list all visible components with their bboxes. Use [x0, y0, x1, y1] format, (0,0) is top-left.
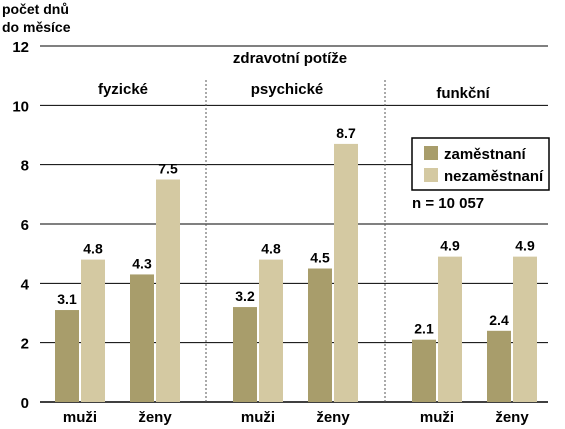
data-label: 3.1: [57, 291, 77, 307]
data-label: 4.9: [515, 238, 535, 254]
x-axis-categories: muži ženy muži ženy muži ženy: [63, 409, 529, 426]
data-label: 2.1: [414, 321, 434, 337]
data-label: 3.2: [235, 288, 255, 304]
data-label: 4.9: [440, 238, 460, 254]
data-label: 2.4: [489, 312, 509, 328]
bar-nezaměstnaní-6: [513, 256, 537, 402]
y-axis-ticks: 0 2 4 6 8 10 12: [12, 39, 29, 412]
grid-lines: [40, 45, 548, 403]
x-category-label: muži: [241, 409, 275, 426]
group-label-fyzicke: fyzické: [98, 81, 148, 98]
x-category-label: ženy: [138, 409, 172, 426]
legend: zaměstnaní nezaměstnaní: [411, 137, 550, 191]
bar-zaměstnaní-5: [412, 339, 436, 402]
group-label-funkcni: funkční: [436, 85, 490, 102]
bar-nezaměstnaní-2: [156, 179, 180, 402]
y-tick-label: 8: [21, 158, 29, 175]
data-label: 4.8: [83, 241, 103, 257]
sample-size-note: n = 10 057: [412, 195, 484, 212]
y-tick-label: 2: [21, 336, 29, 353]
group-dividers: [205, 80, 386, 402]
bar-zaměstnaní-4: [308, 268, 332, 402]
bar-nezaměstnaní-5: [438, 256, 462, 402]
group-label-psychicke: psychické: [251, 81, 324, 98]
data-label: 4.8: [261, 241, 281, 257]
x-category-label: muži: [63, 409, 97, 426]
bar-zaměstnaní-1: [55, 310, 79, 402]
legend-swatch-nezamestnani: [424, 168, 438, 182]
y-axis-label-line1: počet dnů: [2, 1, 69, 17]
bar-nezaměstnaní-4: [334, 143, 358, 402]
data-label: 4.5: [310, 250, 330, 266]
data-label: 8.7: [336, 125, 356, 141]
bar-nezaměstnaní-1: [81, 259, 105, 402]
bar-zaměstnaní-6: [487, 330, 511, 402]
data-label: 7.5: [158, 161, 178, 177]
x-category-label: ženy: [495, 409, 529, 426]
value-labels: 3.1 4.3 3.2 4.5 2.1 2.4 4.8 7.5 4.8 8.7 4.9 4.9: [57, 125, 535, 337]
y-tick-label: 0: [21, 395, 29, 412]
y-tick-label: 6: [21, 217, 29, 234]
legend-swatch-zamestnani: [424, 146, 438, 160]
y-axis-label-line2: do měsíce: [2, 19, 71, 35]
x-category-label: muži: [420, 409, 454, 426]
legend-label-zamestnani: zaměstnaní: [444, 146, 527, 163]
y-tick-label: 12: [12, 39, 29, 56]
data-label: 4.3: [132, 255, 152, 271]
section-title: zdravotní potíže: [233, 50, 347, 67]
bar-zaměstnaní-2: [130, 274, 154, 402]
x-category-label: ženy: [316, 409, 350, 426]
bars: [55, 143, 537, 402]
legend-label-nezamestnani: nezaměstnaní: [444, 168, 544, 185]
bar-zaměstnaní-3: [233, 307, 257, 402]
bar-nezaměstnaní-3: [259, 259, 283, 402]
y-tick-label: 4: [21, 276, 30, 293]
y-tick-label: 10: [12, 98, 29, 115]
